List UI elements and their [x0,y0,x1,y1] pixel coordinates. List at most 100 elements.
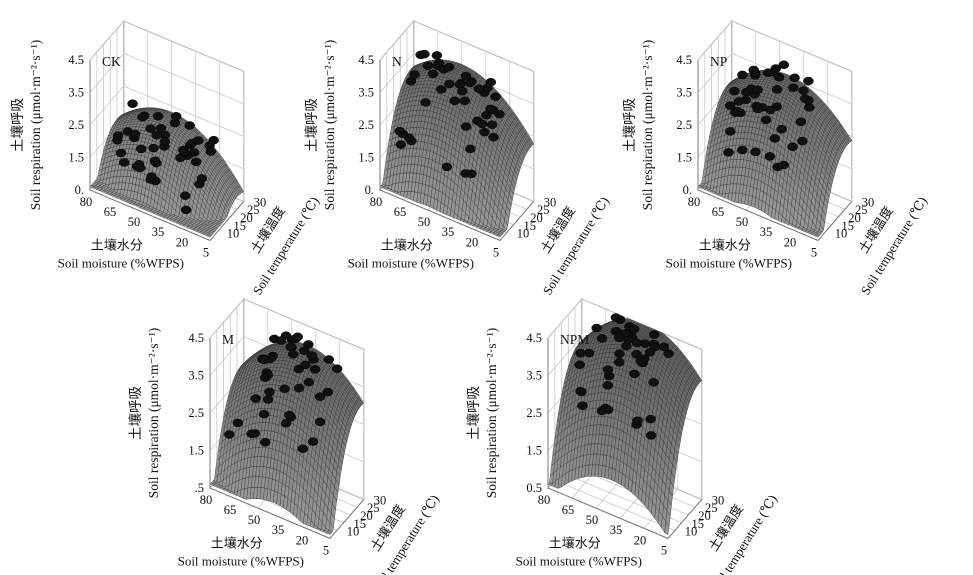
x-tick-label: 65 [394,205,407,219]
x-tick-label: 5 [203,245,209,259]
data-point [431,51,443,60]
z-tick-label: 3.5 [188,369,204,383]
data-point [307,437,319,446]
data-point [798,86,809,95]
panel-title: CK [102,54,121,69]
data-point [725,127,736,136]
data-point [740,95,752,105]
data-point [303,340,314,349]
x-tick-label: 20 [784,235,797,249]
y-tick-label: 30 [544,195,557,209]
z-tick-label: 3.5 [358,86,374,100]
x-axis-label: Soil moisture (%WFPS) [666,256,792,271]
z-axis-label: Soil respiration (μmol·m⁻²·s⁻¹) [28,40,43,211]
data-point [129,129,141,139]
data-point [422,61,434,70]
data-point [284,410,295,420]
data-point [193,136,204,145]
data-point [262,395,274,404]
data-point [196,174,208,183]
z-tick-label: 2.5 [68,118,84,132]
x-axis-label-cn: 土壤水分 [381,238,433,253]
data-point [170,112,182,121]
data-point [260,438,271,447]
data-point [249,429,261,438]
y-tick-label: 30 [374,493,387,507]
data-point [765,105,776,115]
chart-panel-np: 0.1.52.53.54.5806550352051015202530NP土壤水… [621,19,930,298]
response-surface [379,59,535,238]
data-point [224,430,235,439]
z-axis-label-cn: 土壤呼吸 [303,98,319,152]
surface-facet [206,234,212,238]
data-point [479,127,490,137]
x-tick-label: 65 [224,503,237,517]
data-point [258,409,270,419]
data-point [146,172,157,181]
x-axis-label: Soil moisture (%WFPS) [348,256,474,271]
data-point [420,98,431,107]
y-tick-label: 25 [247,203,259,217]
data-point [748,65,759,75]
data-point [314,417,326,427]
data-point [331,364,343,373]
x-tick-label: 65 [104,205,117,219]
data-point [473,84,485,93]
x-tick-label: 20 [176,235,189,249]
data-point [151,130,162,140]
data-point [723,148,734,157]
data-point [303,377,315,387]
z-tick-label: 2.5 [358,118,374,132]
y-tick-label: 20 [240,211,253,225]
observation-points [112,99,219,215]
z-tick-label: 4.5 [358,53,374,67]
data-point [322,387,333,397]
data-point [279,384,290,394]
y-tick-label: 30 [254,195,266,209]
data-point [776,124,787,134]
chart-panel-m: .51.52.53.54.5806550352051015202530M土壤水分… [127,297,442,575]
panel-title: NP [710,54,727,69]
data-point [394,126,405,136]
x-tick-label: 20 [296,533,309,547]
data-point [190,157,202,167]
x-tick-label: 35 [442,225,455,239]
x-axis-label-cn: 土壤水分 [699,238,751,253]
x-tick-label: 50 [736,215,749,229]
data-point [293,364,305,374]
data-point [449,96,460,106]
data-point [184,121,195,130]
x-axis-label-cn: 土壤水分 [211,536,263,551]
z-axis-label: Soil respiration (μmol·m⁻²·s⁻¹) [640,40,655,211]
data-point [264,387,275,397]
y-tick-label: 30 [862,195,875,209]
data-point [292,332,303,342]
panel-title: M [222,332,234,347]
data-point [180,205,192,215]
data-point [773,72,785,82]
data-point [465,144,476,154]
data-point [764,152,776,161]
data-point [293,383,305,393]
z-tick-label: 1.5 [188,444,204,458]
data-point [149,156,161,166]
chart-panel-n: 0.1.52.53.54.5806550352051015202530N土壤水分… [303,19,612,298]
data-point [750,147,761,157]
data-point [115,148,127,158]
data-point [731,106,743,116]
data-point [457,86,468,96]
data-point [275,336,287,345]
z-tick-label: 4.5 [676,53,692,67]
y-tick-label: 15 [234,219,247,233]
z-tick-label: 1.5 [358,151,374,165]
data-point [323,355,335,364]
data-point [137,112,148,122]
z-axis-label: Soil respiration (μmol·m⁻²·s⁻¹) [322,40,337,211]
data-point [804,103,815,112]
x-tick-label: 5 [493,245,499,259]
data-point [287,349,299,359]
data-point [118,158,130,167]
x-tick-label: 50 [418,215,431,229]
x-tick-label: 5 [811,245,817,259]
data-point [778,60,790,70]
